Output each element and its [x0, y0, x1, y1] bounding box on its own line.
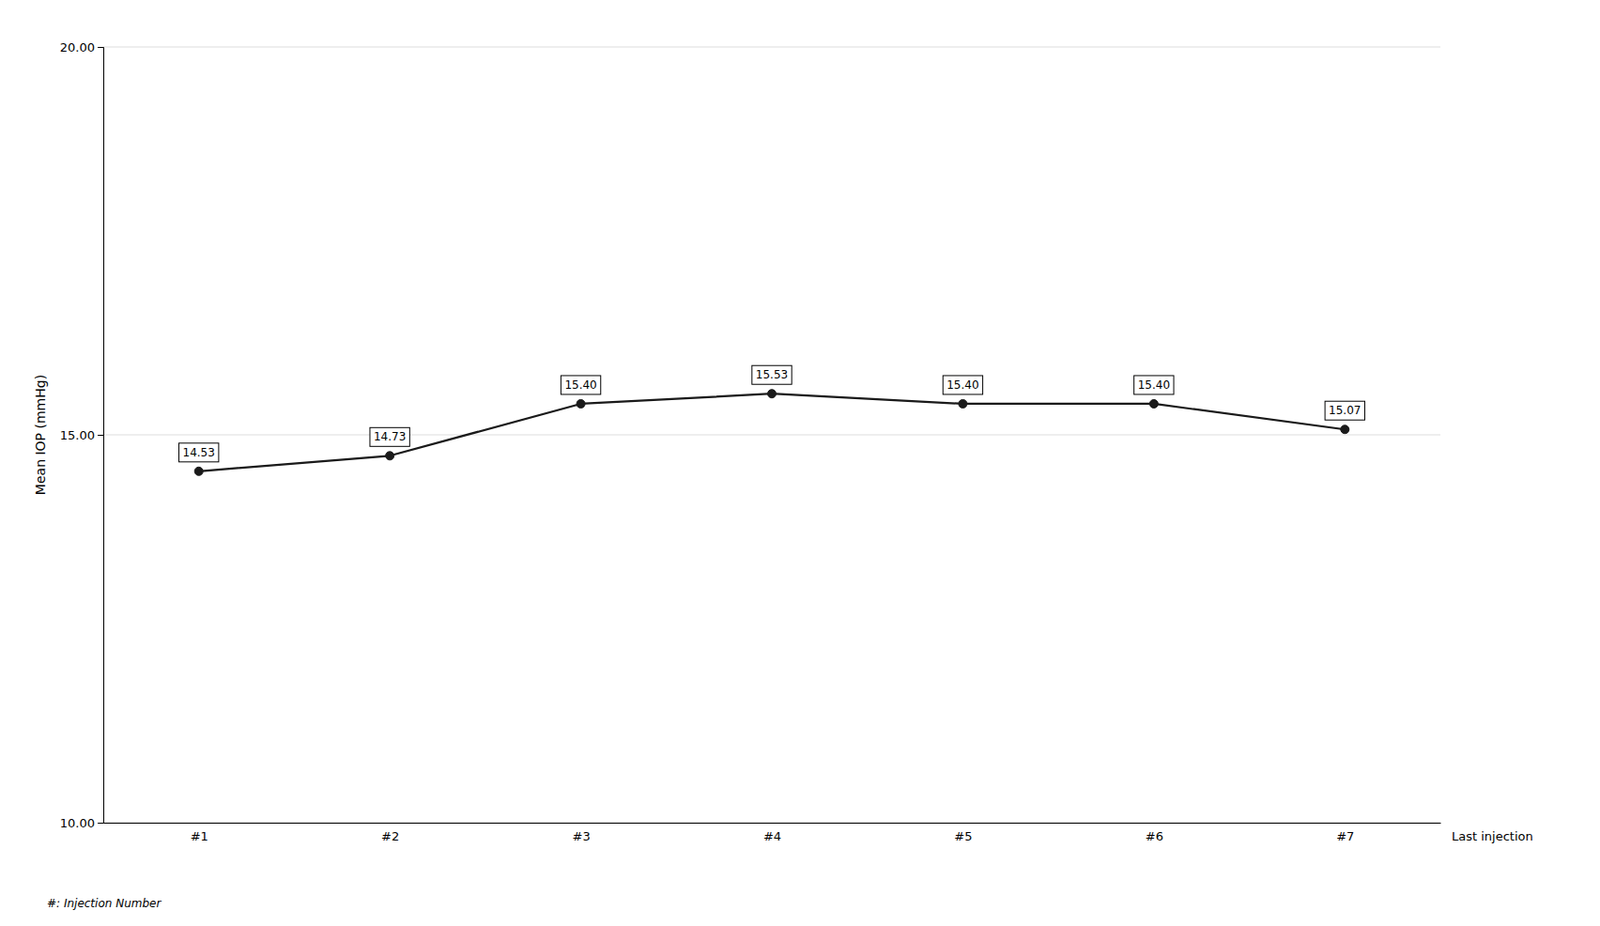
data-label-group: 15.40	[560, 375, 600, 395]
annotation: Last injection	[1451, 829, 1534, 844]
x-axis: #1 #2 #3 #4 #5 #6 #7	[104, 823, 1442, 845]
grid-line	[103, 46, 1441, 48]
point	[576, 399, 585, 408]
tick-label: #7	[1336, 829, 1354, 844]
y-axis: 10.00 15.00 20.00	[60, 40, 105, 831]
point	[385, 451, 395, 461]
label-box	[942, 375, 983, 395]
tick-mark	[97, 46, 104, 48]
tick-label: #4	[763, 829, 782, 844]
line	[199, 393, 1346, 472]
data-label-group: 15.53	[752, 365, 792, 385]
tick: #7	[1336, 829, 1354, 844]
chart: 10.0015.0020.00#1#2#3#4#5#6#714.5314.731…	[0, 0, 1600, 926]
tick-label: 20.00	[60, 40, 95, 55]
tick: #1	[190, 829, 209, 844]
label-box	[179, 443, 219, 462]
data-label: 14.73	[373, 430, 406, 444]
tick-label: #6	[1145, 829, 1164, 844]
tick: #6	[1145, 829, 1164, 844]
point	[1340, 425, 1350, 434]
marks	[194, 389, 1350, 477]
data-labels: 14.53 14.73 15.40 15.53 15.40 15.40 15.07	[179, 365, 1366, 462]
tick: #3	[571, 829, 590, 844]
tick: 20.00	[60, 40, 104, 55]
grid-line	[103, 822, 1441, 824]
tick-label: #5	[953, 829, 972, 844]
label-box	[1324, 400, 1365, 420]
tick-label: 10.00	[60, 815, 95, 831]
label-box	[560, 375, 600, 395]
tick: #4	[763, 829, 782, 844]
plot: 10.0015.0020.00#1#2#3#4#5#6#714.5314.731…	[60, 40, 1534, 845]
tick-label: #3	[571, 829, 590, 844]
label-box	[1134, 375, 1174, 395]
chart-container: 10.0015.0020.00#1#2#3#4#5#6#714.5314.731…	[0, 0, 1600, 926]
point	[768, 389, 777, 399]
tick: 15.00	[60, 428, 104, 443]
tick: 10.00	[60, 815, 104, 831]
data-label-group: 14.73	[369, 427, 410, 447]
y-axis-title: Mean IOP (mmHg)	[32, 374, 48, 495]
label-box	[752, 365, 792, 385]
data-label: 15.40	[564, 378, 597, 392]
point	[1149, 399, 1158, 408]
data-label: 15.53	[755, 368, 788, 382]
tick: #5	[953, 829, 972, 844]
data-label-group: 15.40	[942, 375, 983, 395]
axis-line	[97, 47, 105, 824]
tick-label: 15.00	[60, 428, 95, 443]
data-label: 15.40	[1138, 378, 1170, 392]
data-label-group: 15.07	[1324, 400, 1365, 420]
grid-line	[103, 434, 1441, 436]
data-label: 15.40	[946, 378, 979, 392]
axis-line	[104, 822, 1442, 824]
tick-mark	[97, 822, 104, 824]
tick: #2	[381, 829, 400, 844]
point	[194, 466, 203, 476]
data-label-group: 15.40	[1134, 375, 1174, 395]
data-label: 14.53	[183, 446, 216, 460]
label-box	[369, 427, 410, 447]
footnote: #: Injection Number	[46, 896, 162, 910]
data-label-group: 14.53	[179, 443, 219, 462]
tick-mark	[97, 434, 104, 436]
data-label: 15.07	[1328, 403, 1361, 417]
grid	[103, 46, 1441, 823]
point	[958, 399, 968, 408]
tick-label: #1	[190, 829, 209, 844]
tick-label: #2	[381, 829, 400, 844]
